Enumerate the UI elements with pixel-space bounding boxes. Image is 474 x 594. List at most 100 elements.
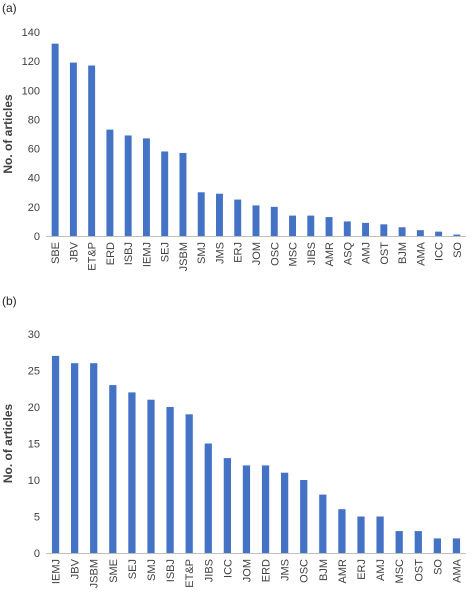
- chart-a-bar-sej: [161, 151, 169, 236]
- chart-b-x-tick-label: IEMJ: [51, 559, 63, 584]
- chart-a-bar-msc: [289, 215, 296, 236]
- chart-a-y-tick-label: 120: [22, 56, 40, 68]
- chart-a-bar-smj: [197, 192, 205, 236]
- chart-b-bar-jibs: [204, 443, 212, 553]
- chart-b-x-tick-label: AMA: [451, 558, 463, 583]
- chart-a-bar-amj: [362, 222, 370, 236]
- chart-a-x-tick-label: ERJ: [233, 242, 245, 263]
- chart-b-bar-sej: [128, 392, 136, 553]
- chart-a-bar-erd: [106, 129, 114, 236]
- chart-a-bar-icc: [435, 231, 443, 236]
- chart-a-x-tick-label: BJM: [397, 242, 409, 264]
- chart-b-x-tick-label: ICC: [222, 559, 234, 578]
- chart-b-x-tick-label: ERD: [261, 559, 273, 582]
- chart-b-x-tick-label: BJM: [318, 559, 330, 581]
- chart-b-y-axis-title: No. of articles: [1, 404, 15, 484]
- chart-b-y-tick-label: 30: [28, 329, 40, 341]
- chart-a-x-tick-label: ERD: [105, 242, 117, 265]
- chart-a-bar-iemj: [142, 138, 150, 236]
- chart-b: No. of articles 0 5 10 15 20 25 30 IEMJ JBV JSBM SM…: [1, 329, 466, 588]
- chart-a-bar-jms: [216, 193, 223, 236]
- chart-a-x-tick-label: JBV: [68, 241, 80, 262]
- panel-label-a: (a): [2, 1, 17, 15]
- chart-b-bar-icc: [223, 458, 231, 553]
- chart-a-y-tick-label: 80: [28, 114, 40, 126]
- chart-a: No. of articles 0 20 40 60 80 100 120 140 SBE JBV E…: [1, 27, 466, 271]
- chart-a-bar-osc: [270, 206, 278, 236]
- chart-a-x-tick-label: ET&P: [87, 242, 99, 271]
- chart-b-bar-ama: [452, 538, 461, 553]
- chart-a-bar-jom: [252, 205, 260, 236]
- chart-b-bar-iemj: [51, 355, 60, 553]
- chart-b-x-tick-label: OSC: [299, 559, 311, 583]
- chart-b-y-tick-label: 0: [34, 548, 40, 560]
- chart-a-x-tick-label: IEMJ: [141, 242, 153, 267]
- chart-a-x-tick-label: AMJ: [361, 242, 373, 264]
- chart-a-x-tick-label: AMA: [415, 241, 427, 266]
- chart-a-bar-so: [453, 234, 461, 236]
- chart-b-bar-so: [433, 538, 441, 553]
- chart-b-y-tick-label: 5: [34, 512, 40, 524]
- chart-a-x-tick-label: AMR: [324, 242, 336, 267]
- chart-a-x-tick-label: ICC: [434, 242, 446, 261]
- chart-b-bar-etp: [185, 414, 193, 553]
- chart-b-x-tick-label: AMR: [337, 559, 349, 584]
- chart-a-x-tick-label: OSC: [269, 242, 281, 266]
- chart-b-bar-erd: [261, 465, 270, 553]
- chart-a-x-tick-label: SMJ: [196, 242, 208, 264]
- chart-b-y-tick-label: 10: [28, 475, 40, 487]
- chart-b-x-tick-label: JOM: [241, 559, 253, 582]
- chart-a-x-tick-label: ASQ: [342, 242, 354, 266]
- chart-a-y-tick-label: 20: [28, 202, 40, 214]
- chart-panel-a: (a) No. of articles 0 20 40 60 80 100 120 140 SBE…: [0, 0, 474, 290]
- chart-a-bar-bjm: [398, 227, 406, 236]
- chart-a-x-tick-label: JIBS: [306, 242, 318, 265]
- chart-b-bar-isbj: [166, 407, 174, 553]
- chart-a-y-tick-label: 100: [22, 85, 40, 97]
- chart-a-y-tick-label: 40: [28, 173, 40, 185]
- chart-a-y-tick-label: 0: [34, 231, 40, 243]
- chart-b-x-tick-label: OST: [413, 559, 425, 582]
- chart-b-x-tick-label: AMJ: [375, 559, 387, 581]
- chart-a-x-tick-label: JSBM: [178, 242, 190, 271]
- chart-a-y-tick-label: 140: [22, 27, 40, 39]
- chart-b-x-tick-label: JSBM: [89, 559, 101, 588]
- chart-a-bar-sbe: [51, 43, 59, 237]
- chart-b-bar-bjm: [319, 494, 327, 553]
- chart-a-bar-jsbm: [179, 152, 187, 236]
- chart-b-bar-ost: [414, 531, 422, 553]
- chart-b-x-tick-label: SEJ: [127, 559, 139, 579]
- chart-a-bar-ost: [380, 224, 388, 236]
- chart-b-x-tick-label: MSC: [394, 559, 406, 584]
- chart-a-y-axis-title: No. of articles: [1, 94, 15, 174]
- chart-b-bar-amj: [376, 516, 384, 553]
- chart-b-x-tick-label: JIBS: [203, 559, 215, 582]
- chart-b-x-tick-label: SME: [108, 559, 120, 583]
- chart-b-bar-sme: [109, 385, 117, 553]
- chart-panel-b: (b) No. of articles 0 5 10 15 20 25 30 IEMJ JBV JS…: [0, 293, 474, 594]
- chart-a-x-tick-label: OST: [379, 242, 391, 265]
- chart-b-x-tick-label: JBV: [70, 558, 82, 579]
- chart-b-bar-smj: [147, 399, 155, 553]
- chart-b-x-tick-label: ERJ: [356, 559, 368, 580]
- chart-b-y-tick-label: 20: [28, 402, 40, 414]
- chart-a-bar-asq: [343, 221, 351, 236]
- chart-b-x-tick-label: SMJ: [146, 559, 158, 581]
- chart-a-x-tick-label: ISBJ: [123, 242, 135, 265]
- chart-a-x-tick-label: SO: [452, 242, 464, 258]
- chart-b-y-tick-label: 25: [28, 366, 40, 378]
- chart-b-bar-jsbm: [90, 363, 98, 553]
- chart-b-bar-jms: [281, 472, 289, 553]
- chart-b-y-tick-label: 15: [28, 439, 40, 451]
- chart-a-x-tick-label: SBE: [50, 242, 62, 264]
- chart-a-bar-jibs: [307, 215, 315, 236]
- panel-label-b: (b): [2, 294, 17, 308]
- chart-b-x-tick-label: JMS: [280, 559, 292, 581]
- chart-b-x-tick-label: ET&P: [184, 559, 196, 588]
- chart-b-bar-osc: [300, 480, 308, 553]
- chart-a-x-tick-label: JOM: [251, 242, 263, 265]
- chart-b-bar-erj: [357, 516, 365, 553]
- chart-b-x-tick-label: SO: [432, 559, 444, 575]
- chart-a-bar-ama: [416, 230, 424, 236]
- chart-a-bar-etp: [88, 65, 96, 236]
